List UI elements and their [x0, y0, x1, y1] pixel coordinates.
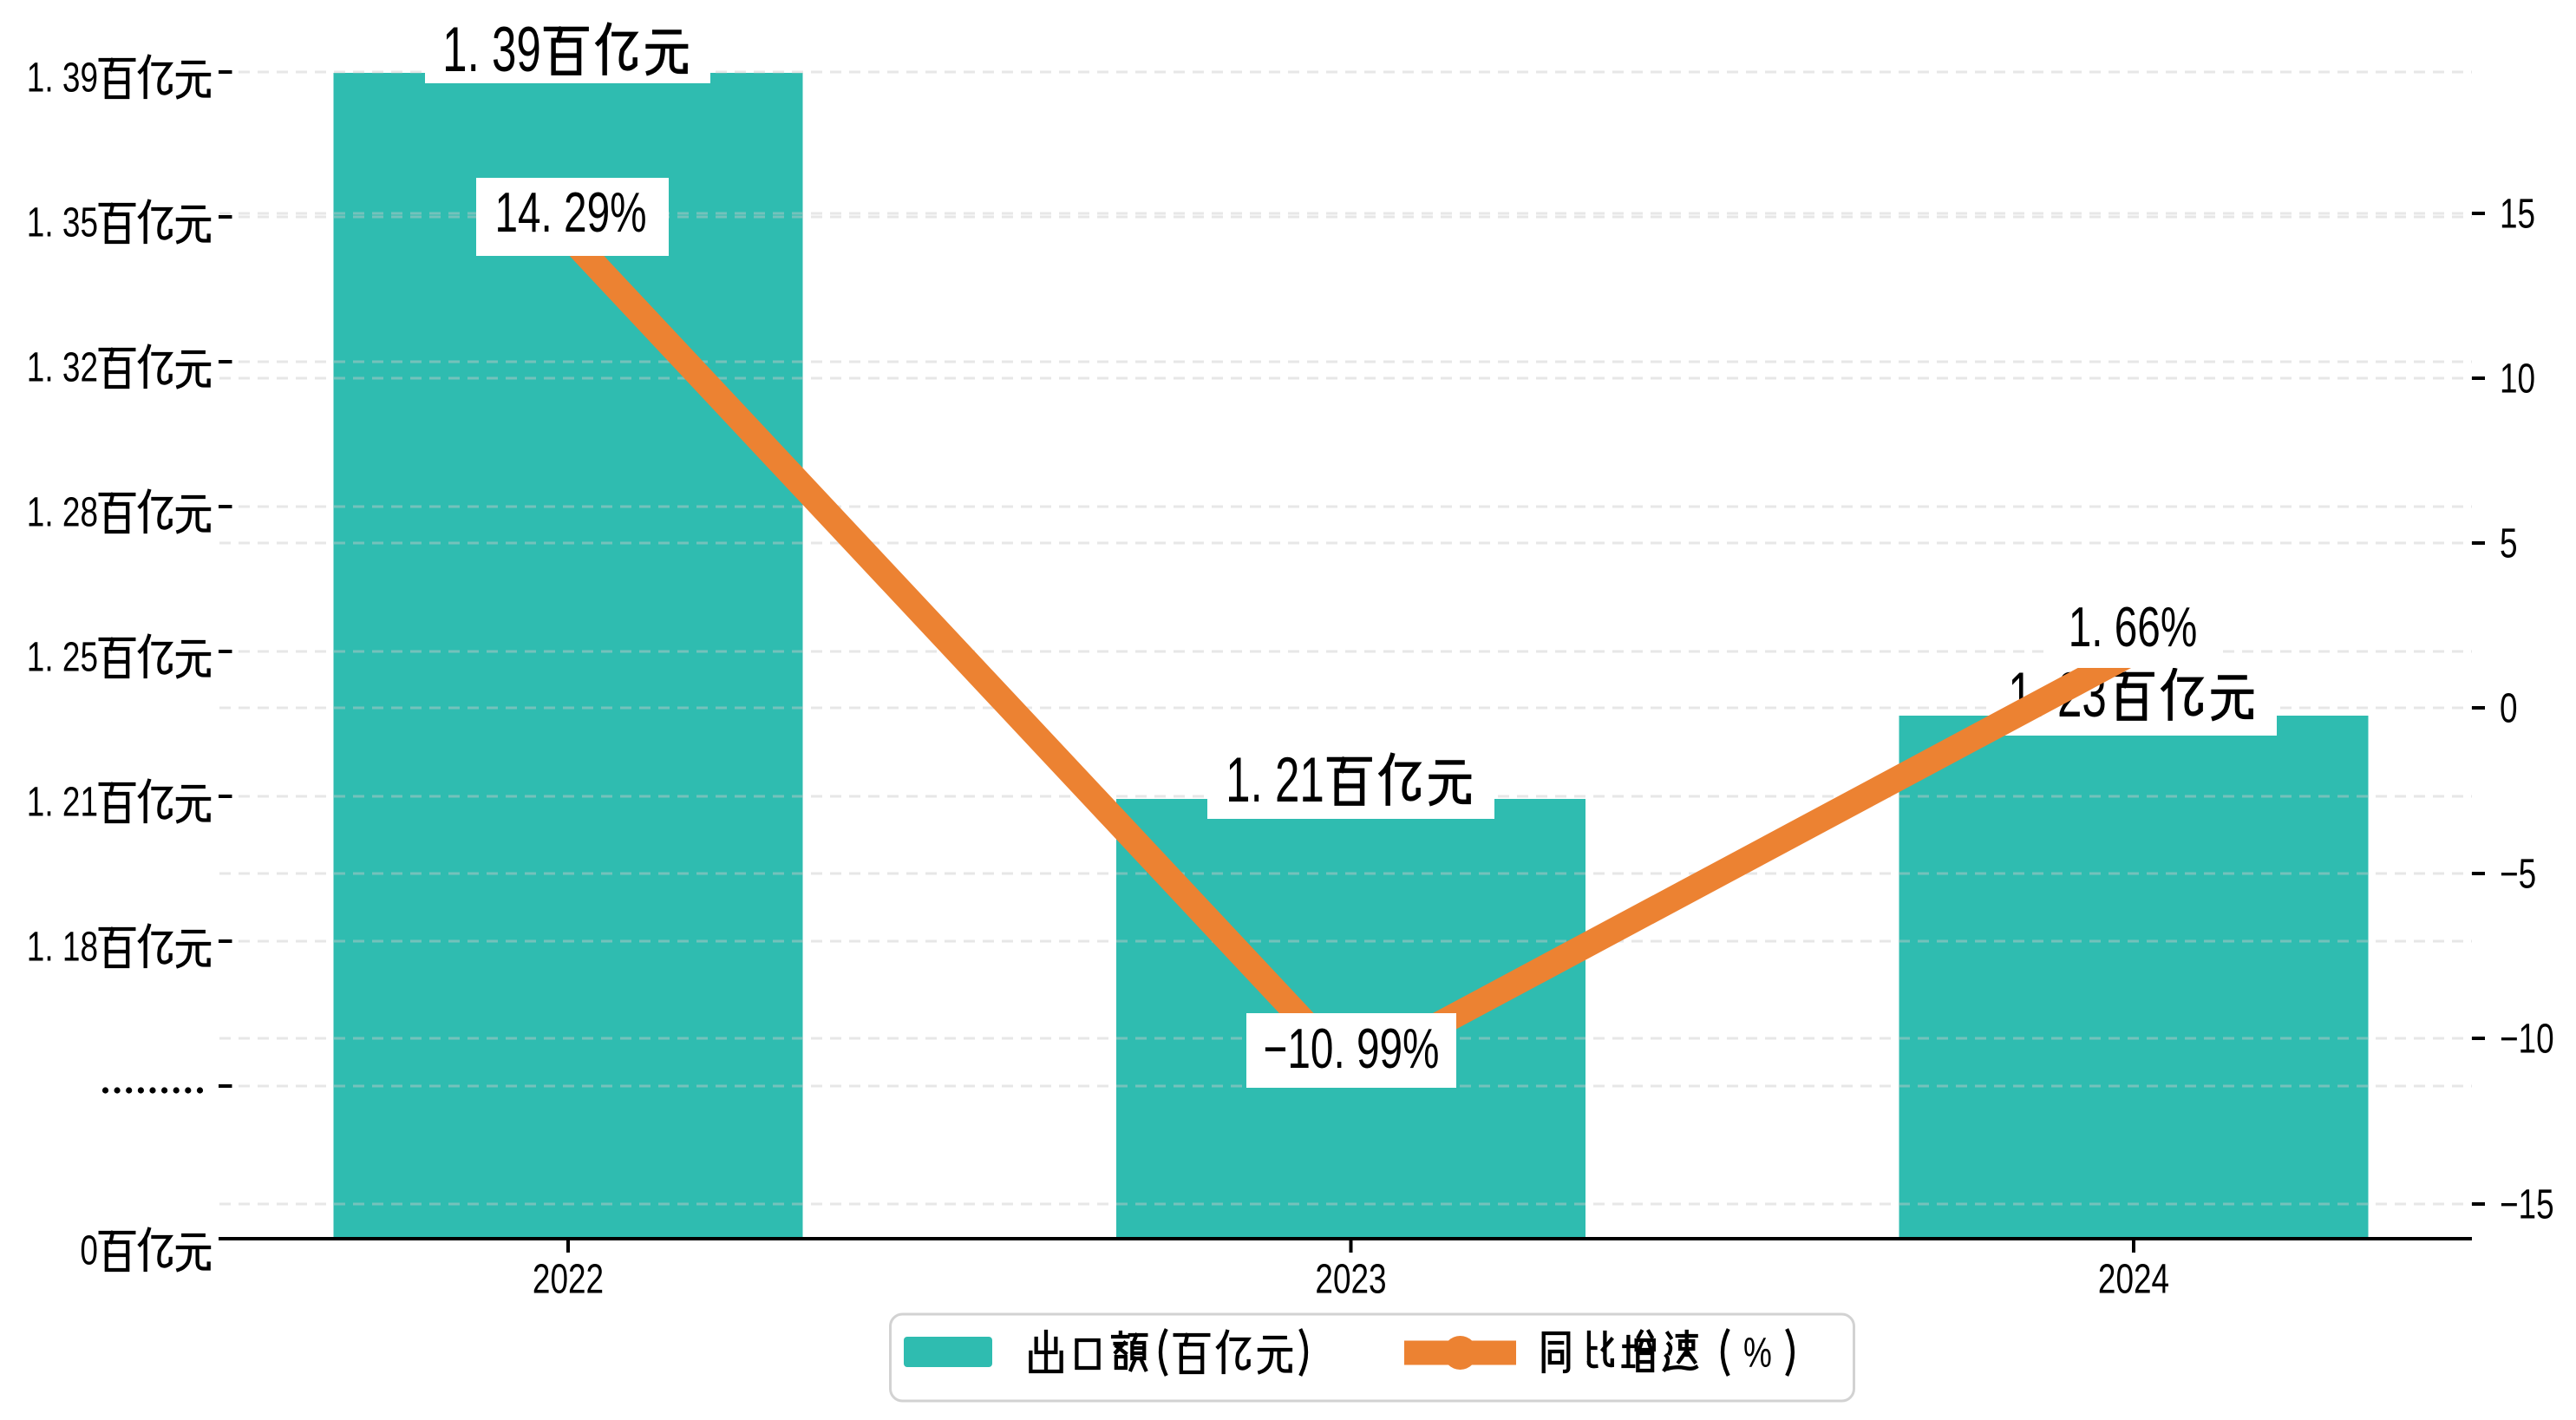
svg-text:−10: −10 [2500, 1016, 2554, 1063]
svg-text:1. 25: 1. 25 [27, 634, 98, 681]
svg-text:0: 0 [80, 1227, 98, 1274]
svg-text:1. 21: 1. 21 [27, 779, 98, 826]
svg-text:1. 39: 1. 39 [442, 15, 541, 85]
svg-text:%: % [1743, 1330, 1772, 1377]
svg-text:2022: 2022 [533, 1256, 604, 1303]
svg-text:1. 18: 1. 18 [27, 924, 98, 971]
svg-text:−5: −5 [2500, 851, 2536, 898]
svg-text:1. 32: 1. 32 [27, 344, 98, 391]
svg-text:1. 21: 1. 21 [1226, 745, 1324, 815]
svg-text:2024: 2024 [2098, 1256, 2169, 1303]
svg-text:14. 29%: 14. 29% [494, 182, 646, 245]
svg-text:2023: 2023 [1315, 1256, 1386, 1303]
svg-text:5: 5 [2500, 520, 2518, 567]
svg-text:−15: −15 [2500, 1181, 2554, 1228]
svg-text:1. 35: 1. 35 [27, 200, 98, 246]
svg-text:0: 0 [2500, 685, 2518, 732]
svg-text:1. 66%: 1. 66% [2069, 597, 2198, 659]
svg-text:−10. 99%: −10. 99% [1264, 1018, 1440, 1081]
svg-text:10: 10 [2500, 356, 2535, 402]
svg-text:15: 15 [2500, 191, 2535, 238]
svg-text:1. 39: 1. 39 [27, 55, 98, 101]
svg-text:1. 28: 1. 28 [27, 489, 98, 536]
